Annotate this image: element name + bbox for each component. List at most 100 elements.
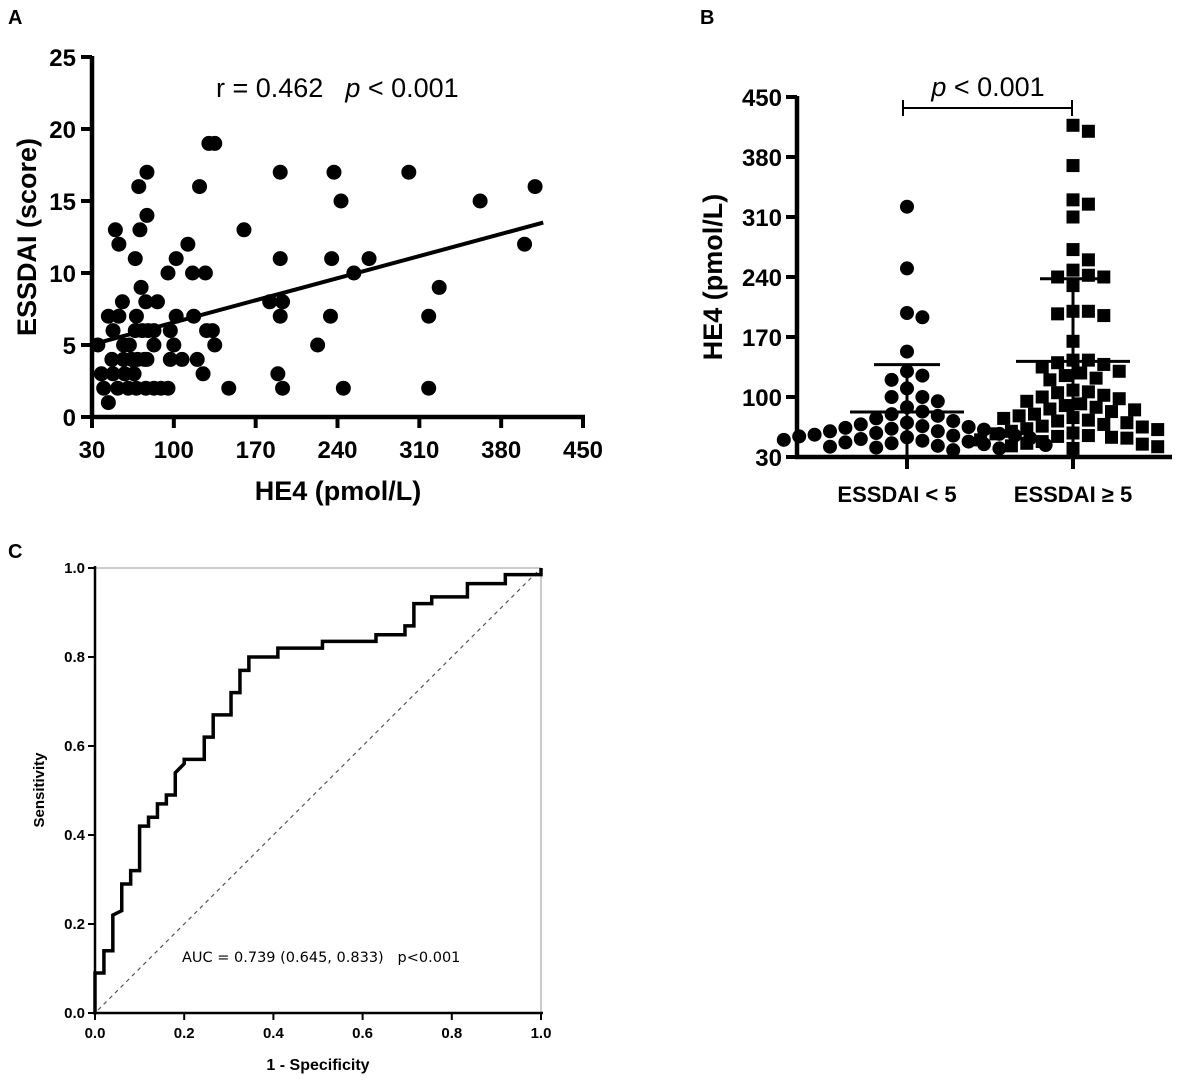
b-data-point-square [1089,371,1103,385]
a-data-point [138,294,154,310]
a-data-point [107,222,123,238]
b-significance-bracket [902,100,1073,116]
b-data-point-square [1058,369,1072,383]
b-data-point-circle [992,441,1007,456]
b-data-point-circle [823,424,837,439]
b-data-point-square [1066,118,1080,132]
b-data-point-circle [884,372,899,387]
a-data-point [272,308,288,324]
c-y-tick-label: 1.0 [64,560,85,577]
a-y-tick-label: 5 [63,333,76,360]
a-x-tick-label: 310 [399,437,439,464]
b-data-point-square [1081,429,1095,443]
b-data-point-circle [884,421,899,436]
c-ticks: 0.0 0.2 0.4 0.6 0.8 1.0 0.0 0.2 0.4 0.6 0.8 1.0 [64,560,551,1042]
a-data-point [104,351,120,367]
b-data-point-circle [900,306,914,320]
b-data-point-square [1051,270,1065,284]
c-x-tick-label: 0.4 [263,1025,285,1042]
b-data-point-square [1028,407,1041,421]
a-y-axis-title: ESSDAI (score) [12,138,42,336]
a-p-italic: p [344,73,360,103]
a-data-point [197,265,213,281]
b-data-point-square [989,427,1003,441]
b-data-point-square [1066,263,1080,277]
b-data-point-square [1081,253,1095,267]
a-data-point [221,380,237,396]
a-data-point [139,207,155,223]
b-data-point-square [1097,309,1111,323]
a-data-point [132,222,148,238]
panel-label-c: C [8,541,22,563]
b-data-point-square [1066,159,1080,173]
a-data-point [275,294,291,310]
a-data-point [189,351,205,367]
a-data-point [114,294,130,310]
panel-c-roc: 0.0 0.2 0.4 0.6 0.8 1.0 0.0 0.2 0.4 0.6 0.8 1.0 1 -… [31,560,551,1074]
a-points [90,135,543,411]
b-data-point-square [1043,373,1057,387]
a-data-point [421,308,437,324]
b-data-point-square [1020,422,1034,436]
a-data-point [126,366,142,382]
a-data-point [160,265,176,281]
a-data-point [207,337,223,353]
b-data-point-circle [930,394,945,409]
a-y-tick-label: 0 [63,405,76,432]
b-points [776,118,1165,458]
a-y-tick-label: 15 [49,189,76,216]
b-data-point-circle [900,199,914,214]
c-y-tick-label: 0.0 [64,1005,85,1022]
a-data-point [96,380,112,396]
b-data-point-circle [915,310,930,325]
b-data-point-square [1081,385,1095,399]
b-data-point-circle [946,414,961,428]
a-r-text: r = 0.462 [216,73,323,103]
b-data-point-circle [884,436,899,451]
b-data-point-square [1120,416,1134,430]
b-data-point-circle [853,417,868,432]
b-data-point-circle [915,433,930,448]
b-data-point-circle [823,439,837,454]
a-data-point [270,366,286,382]
b-data-point-square [1128,403,1142,417]
b-data-point-circle [915,368,930,383]
b-data-point-square [1112,364,1126,378]
c-y-tick-label: 0.8 [64,649,85,666]
b-data-point-square [974,433,988,447]
a-data-point [166,337,182,353]
c-x-tick-label: 0.6 [352,1025,373,1042]
panel-a-scatter: 30 100 170 240 310 380 450 0 5 10 15 20 25 HE4 (pmol… [12,45,603,506]
b-y-tick-label: 380 [742,145,782,172]
a-data-point [401,164,417,180]
a-data-point [121,337,137,353]
a-data-point [324,251,340,267]
a-regression-line [94,220,544,346]
a-data-point [174,351,190,367]
c-x-tick-label: 0.0 [85,1025,106,1042]
a-data-point [162,323,178,339]
b-data-point-square [1035,360,1049,374]
b-category-label-2: ESSDAI ≥ 5 [1014,482,1132,507]
a-data-point [100,308,116,324]
c-y-tick-label: 0.2 [64,916,85,933]
b-data-point-square [1120,431,1134,445]
b-data-point-square [997,411,1011,425]
a-data-point [272,164,288,180]
a-x-tick-label: 450 [563,437,603,464]
a-data-point [236,222,252,238]
a-ticks: 30 100 170 240 310 380 450 0 5 10 15 20 25 [49,45,603,464]
b-data-point-circle [930,424,945,439]
c-auc-annotation: AUC = 0.739 (0.645, 0.833) p<0.001 [182,950,460,966]
b-p-text: < 0.001 [946,72,1044,102]
c-y-axis-title: Sensitivity [31,752,48,828]
a-data-point [111,308,127,324]
b-data-point-circle [884,390,899,404]
a-x-tick-label: 380 [481,437,521,464]
b-data-point-square [1035,390,1049,404]
c-x-tick-label: 0.2 [174,1025,195,1042]
c-x-tick-label: 1.0 [531,1025,552,1042]
a-data-point [111,236,127,252]
a-data-point [472,193,488,209]
b-data-point-circle [915,390,930,404]
